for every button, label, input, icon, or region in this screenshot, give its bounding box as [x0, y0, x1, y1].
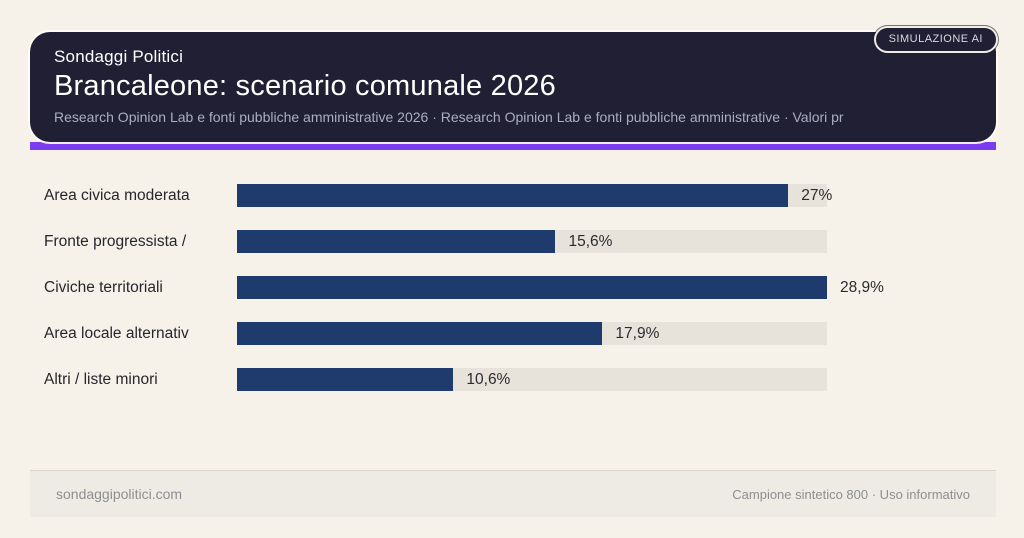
accent-strip	[30, 142, 996, 150]
simulation-badge-label: SIMULAZIONE AI	[888, 33, 983, 45]
chart-row: Fronte progressista / 15,6%	[44, 230, 980, 253]
simulation-badge: SIMULAZIONE AI	[873, 26, 998, 53]
bar-track: 17,9%	[237, 322, 827, 345]
category-label: Fronte progressista /	[44, 232, 187, 250]
value-label: 27%	[801, 186, 833, 204]
bar-track: 15,6%	[237, 230, 827, 253]
chart-row: Altri / liste minori 10,6%	[44, 368, 980, 391]
category-label: Area locale alternativ	[44, 324, 189, 342]
page-subtitle: Research Opinion Lab e fonti pubbliche a…	[54, 109, 844, 125]
value-label: 28,9%	[840, 278, 884, 296]
value-label: 15,6%	[568, 232, 613, 250]
category-label: Altri / liste minori	[44, 370, 158, 388]
bar-track: 27%	[237, 184, 832, 207]
header-card: Sondaggi Politici Brancaleone: scenario …	[30, 32, 996, 142]
bar-track: 28,9%	[237, 276, 884, 299]
page-title: Brancaleone: scenario comunale 2026	[54, 70, 556, 102]
chart-row: Area civica moderata 27%	[44, 184, 980, 207]
bar-fill	[237, 368, 454, 391]
value-label: 17,9%	[615, 324, 660, 342]
bar-fill	[237, 322, 603, 345]
value-label: 10,6%	[466, 370, 511, 388]
bar-fill	[237, 276, 827, 299]
chart-rows: Area civica moderata 27% Fronte progress…	[44, 184, 980, 391]
bar-chart: Area civica moderata 27% Fronte progress…	[44, 184, 980, 414]
footer-sample-note: Campione sintetico 800 · Uso informativo	[732, 486, 970, 502]
chart-row: Area locale alternativ 17,9%	[44, 322, 980, 345]
bar-fill	[237, 230, 556, 253]
chart-row: Civiche territoriali 28,9%	[44, 276, 980, 299]
footer: sondaggipolitici.com Campione sintetico …	[30, 470, 996, 517]
bar-fill	[237, 184, 789, 207]
bar-track: 10,6%	[237, 368, 827, 391]
category-label: Civiche territoriali	[44, 278, 163, 296]
category-label: Area civica moderata	[44, 186, 190, 204]
site-kicker: Sondaggi Politici	[54, 47, 184, 66]
footer-site-url: sondaggipolitici.com	[56, 486, 183, 502]
